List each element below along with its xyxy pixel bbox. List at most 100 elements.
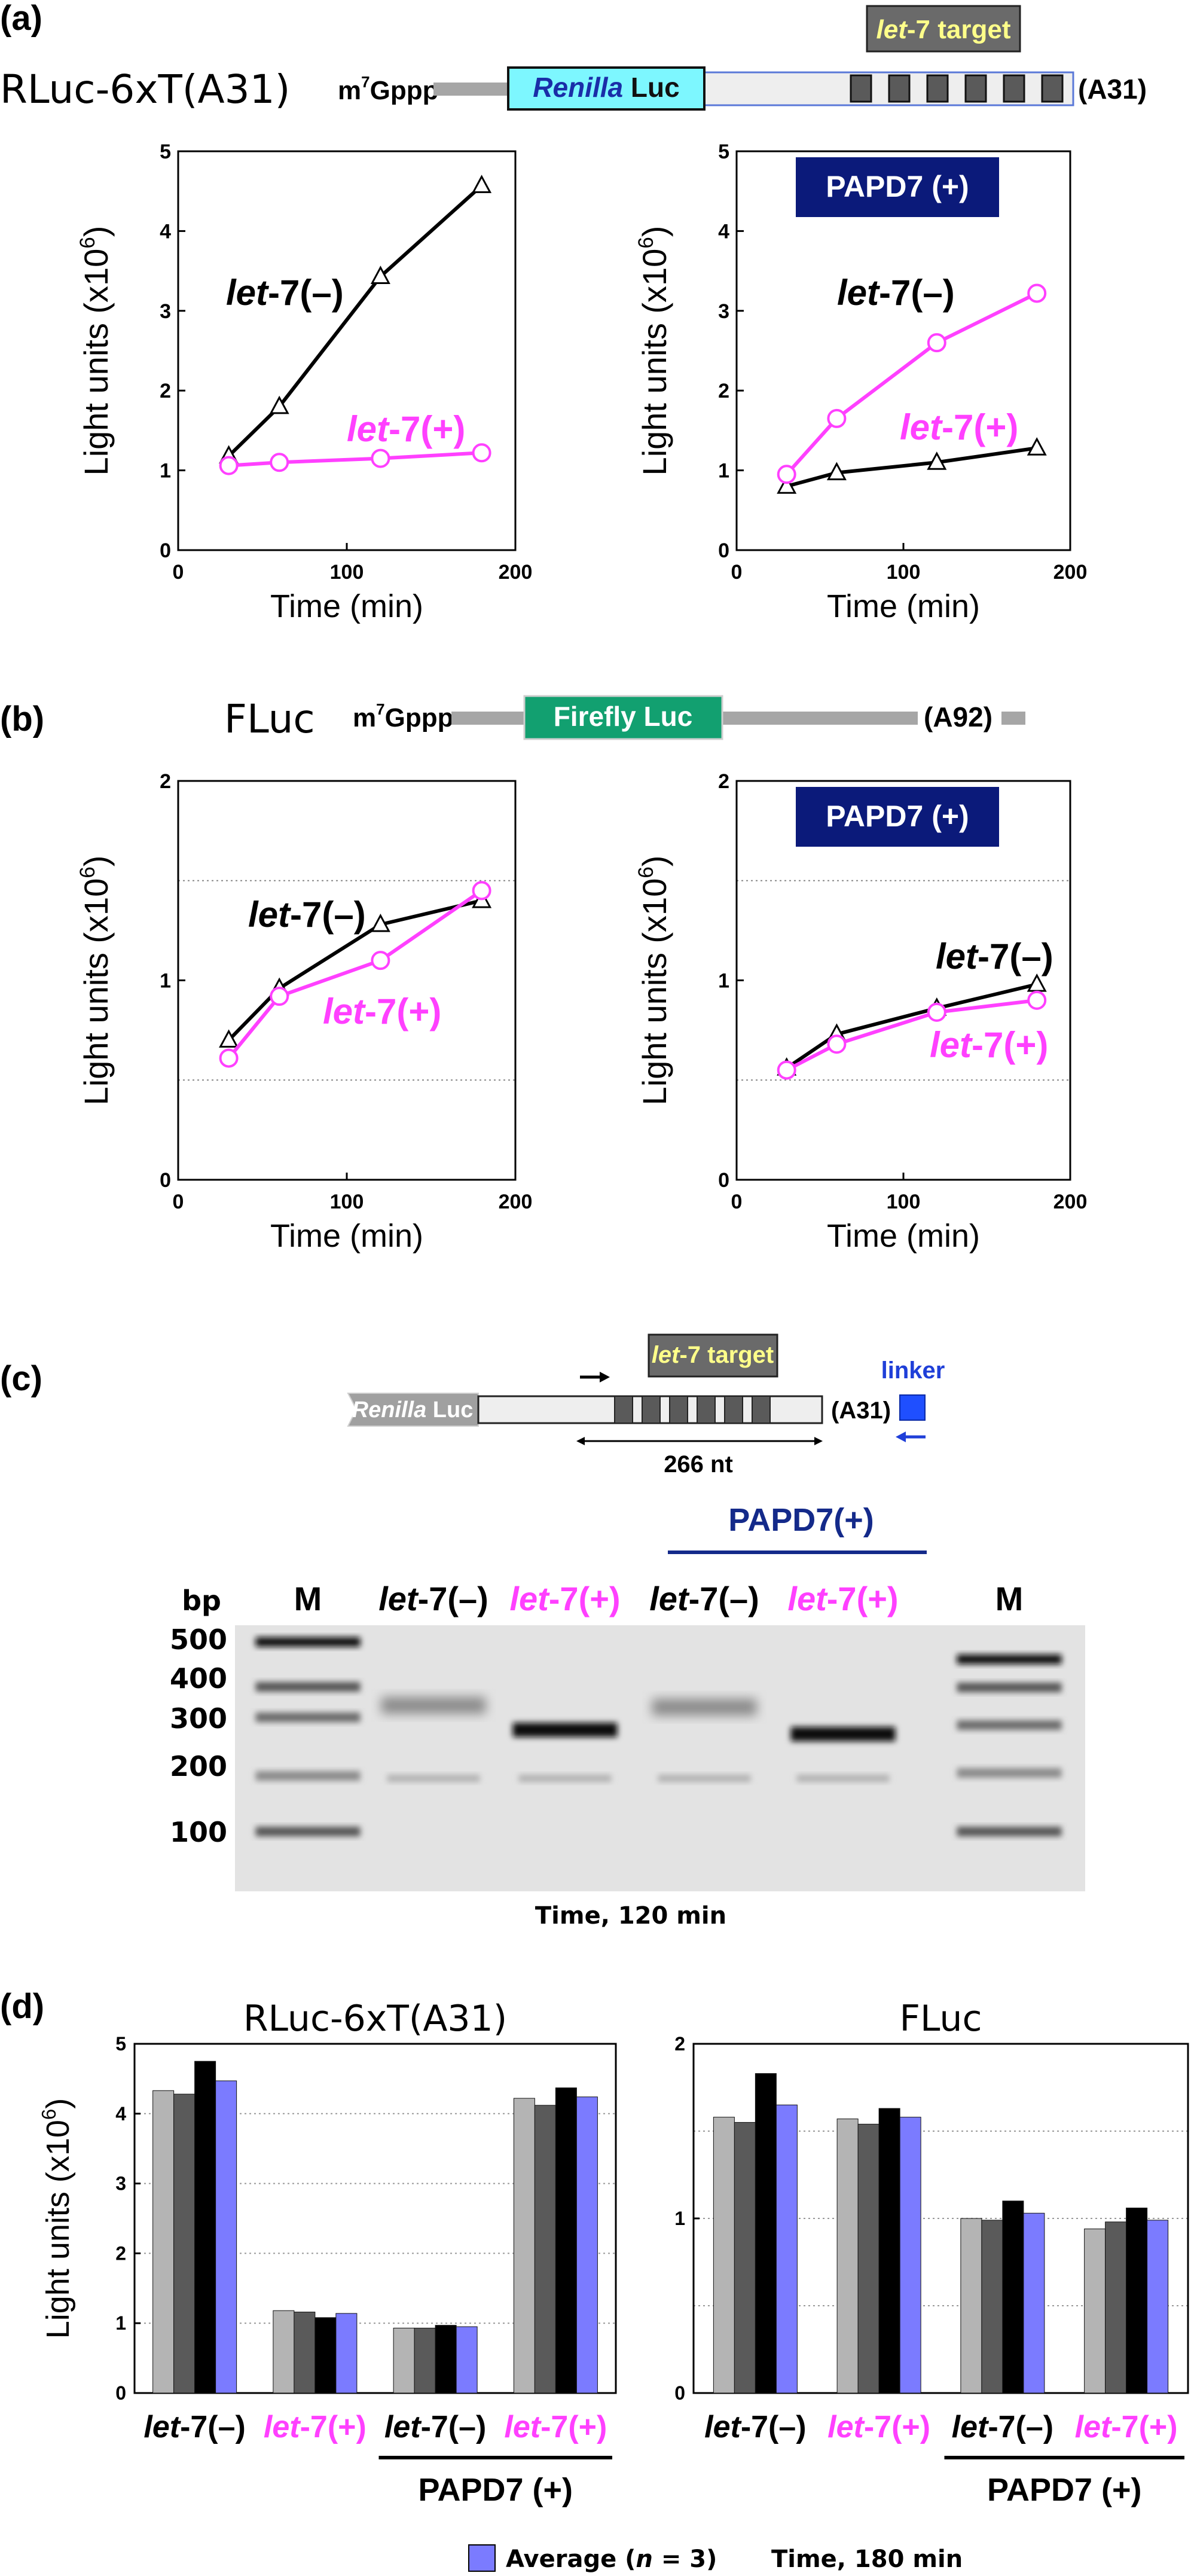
primer-forward-icon <box>580 1372 610 1382</box>
construct-a-target-label: let-7 target <box>877 15 1011 44</box>
series-line <box>227 184 483 457</box>
y-tick-label: 3 <box>160 300 171 323</box>
gel-image <box>235 1625 1085 1891</box>
construct-c-tail: (A31) <box>831 1397 891 1424</box>
marker-band <box>957 1655 1062 1664</box>
marker-label: 500 <box>170 1623 227 1656</box>
y-tick-label: 0 <box>160 539 171 562</box>
group-label: let-7(+) <box>264 2410 367 2444</box>
group-label: let-7(+) <box>1075 2410 1178 2444</box>
data-point <box>219 1048 239 1068</box>
bar <box>273 2310 295 2394</box>
y-tick-label: 2 <box>718 380 729 402</box>
data-point <box>371 951 390 970</box>
construct-c-target-label: let-7 target <box>652 1342 774 1368</box>
data-point <box>472 443 491 463</box>
data-point <box>219 1029 239 1048</box>
legend-swatch <box>468 2544 496 2572</box>
construct-a-name: RLuc-6xT(A31) <box>0 66 290 112</box>
construct-b-cap: m7Gppp <box>353 700 453 732</box>
series-label: let-7(–) <box>226 273 344 313</box>
construct-a-diagram: m7Gppp Renilla Luc (A31) let-7 target <box>338 5 1147 111</box>
data-point <box>370 913 390 932</box>
papd7-badge <box>796 787 999 847</box>
bar <box>513 2098 535 2394</box>
series-line <box>227 899 482 1042</box>
faint-band <box>658 1775 751 1782</box>
marker-band <box>957 1683 1062 1692</box>
marker-band <box>255 1637 361 1647</box>
bar <box>775 2104 798 2394</box>
y-tick-label: 3 <box>115 2173 126 2195</box>
plot-frame <box>177 150 517 551</box>
chart-b-right: 0 1 2 0 100 200 Time (min) Light units (x106) PA… <box>634 770 1087 1254</box>
construct-b-orf-label: Firefly Luc <box>554 701 693 732</box>
y-axis-label: Light units (x106) <box>38 2098 76 2339</box>
y-tick-label: 1 <box>674 2208 685 2229</box>
bar <box>294 2312 316 2394</box>
y-tick-label: 4 <box>115 2103 126 2125</box>
x-axis-label: Time (min) <box>270 588 423 624</box>
group-bracket-label: PAPD7 (+) <box>418 2472 573 2508</box>
gel-marker-labels: 500 400 300 200 100 <box>170 1623 227 1848</box>
x-tick-label: 0 <box>731 561 743 584</box>
y-tick-label: 5 <box>718 141 729 163</box>
series-line <box>785 291 1038 476</box>
construct-c-linker-label: linker <box>881 1357 945 1384</box>
data-point <box>1027 437 1047 456</box>
bar <box>836 2119 859 2394</box>
bar <box>194 2061 216 2394</box>
data-point <box>777 465 796 484</box>
construct-c-linker-box <box>899 1394 926 1421</box>
series-line <box>228 451 482 468</box>
data-point <box>370 265 390 284</box>
faint-band <box>387 1775 480 1782</box>
x-tick-label: 0 <box>173 561 184 584</box>
x-tick-label: 0 <box>731 1191 743 1213</box>
marker-band <box>957 1768 1062 1778</box>
construct-b-orf <box>523 695 723 740</box>
data-point <box>371 448 390 468</box>
plot-frame <box>133 2043 617 2394</box>
data-point <box>827 408 847 428</box>
group-label: let-7(–) <box>952 2410 1053 2444</box>
chart-d-left: RLuc-6xT(A31) 0 1 2 3 4 5 Light units (x106) let… <box>38 1998 617 2508</box>
y-tick-label: 0 <box>115 2382 126 2404</box>
faint-band <box>518 1775 612 1782</box>
bar <box>1002 2200 1024 2394</box>
y-axis-label: Light units (x106) <box>634 856 673 1106</box>
data-point <box>1027 283 1047 303</box>
series-label: let-7(–) <box>248 895 366 935</box>
bar <box>173 2093 196 2394</box>
papd7-badge <box>796 157 999 217</box>
time-note: Time, 180 min <box>771 2546 963 2573</box>
series-label: let-7(–) <box>936 936 1053 976</box>
data-point <box>927 333 946 353</box>
group-bracket-label: PAPD7 (+) <box>987 2472 1142 2508</box>
bar <box>335 2313 358 2394</box>
x-tick-label: 200 <box>1053 561 1088 584</box>
bar <box>435 2325 457 2394</box>
sample-band <box>652 1699 757 1716</box>
lane-label: let-7(–) <box>649 1580 759 1617</box>
panel-c-label: (c) <box>0 1359 42 1398</box>
sample-band <box>790 1727 896 1741</box>
group-label: let-7(+) <box>827 2410 930 2444</box>
marker-band <box>957 1720 1062 1730</box>
y-tick-label: 1 <box>115 2312 126 2334</box>
chart-b-left: 0 1 2 0 100 200 Time (min) Light units (x106) le… <box>76 770 532 1254</box>
marker-band <box>255 1827 361 1836</box>
data-point <box>219 456 239 475</box>
bar <box>152 2090 175 2394</box>
y-tick-label: 3 <box>718 300 729 323</box>
chart-a-left: 0 1 2 3 4 5 0 100 200 Time (min) Light units (x106… <box>76 141 532 624</box>
series-label: let-7(+) <box>323 991 441 1031</box>
marker-band <box>255 1771 361 1781</box>
bar <box>456 2326 478 2394</box>
bar <box>555 2087 577 2394</box>
series-label: let-7(+) <box>347 409 465 449</box>
y-tick-label: 0 <box>674 2382 685 2404</box>
construct-c-target-box <box>648 1333 778 1378</box>
bar <box>878 2108 900 2394</box>
